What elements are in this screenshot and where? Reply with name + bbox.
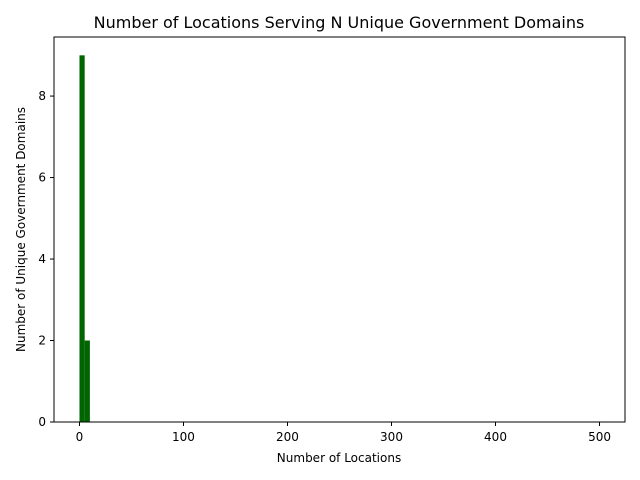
y-tick-label-2: 4 [38,252,46,266]
x-tick-label-0: 0 [76,430,84,444]
y-tick-label-0: 0 [38,415,46,429]
y-axis-label: Number of Unique Government Domains [14,107,28,352]
x-tick-label-2: 200 [276,430,299,444]
plot-frame [53,36,626,423]
y-tick-label-1: 2 [38,334,46,348]
x-tick-label-3: 300 [380,430,403,444]
bars-group [79,55,90,422]
x-axis-label: Number of Locations [277,451,401,465]
x-axis-ticks: 0 100 200 300 400 500 [76,422,611,444]
chart-title: Number of Locations Serving N Unique Gov… [94,13,585,32]
y-tick-label-4: 8 [38,89,46,103]
bar-0 [79,55,85,422]
x-tick-label-1: 100 [172,430,195,444]
y-axis-ticks: 0 2 4 6 8 [38,89,54,429]
y-tick-label-3: 6 [38,171,46,185]
x-tick-label-5: 500 [588,430,611,444]
x-tick-label-4: 400 [484,430,507,444]
bar-1 [84,340,90,422]
